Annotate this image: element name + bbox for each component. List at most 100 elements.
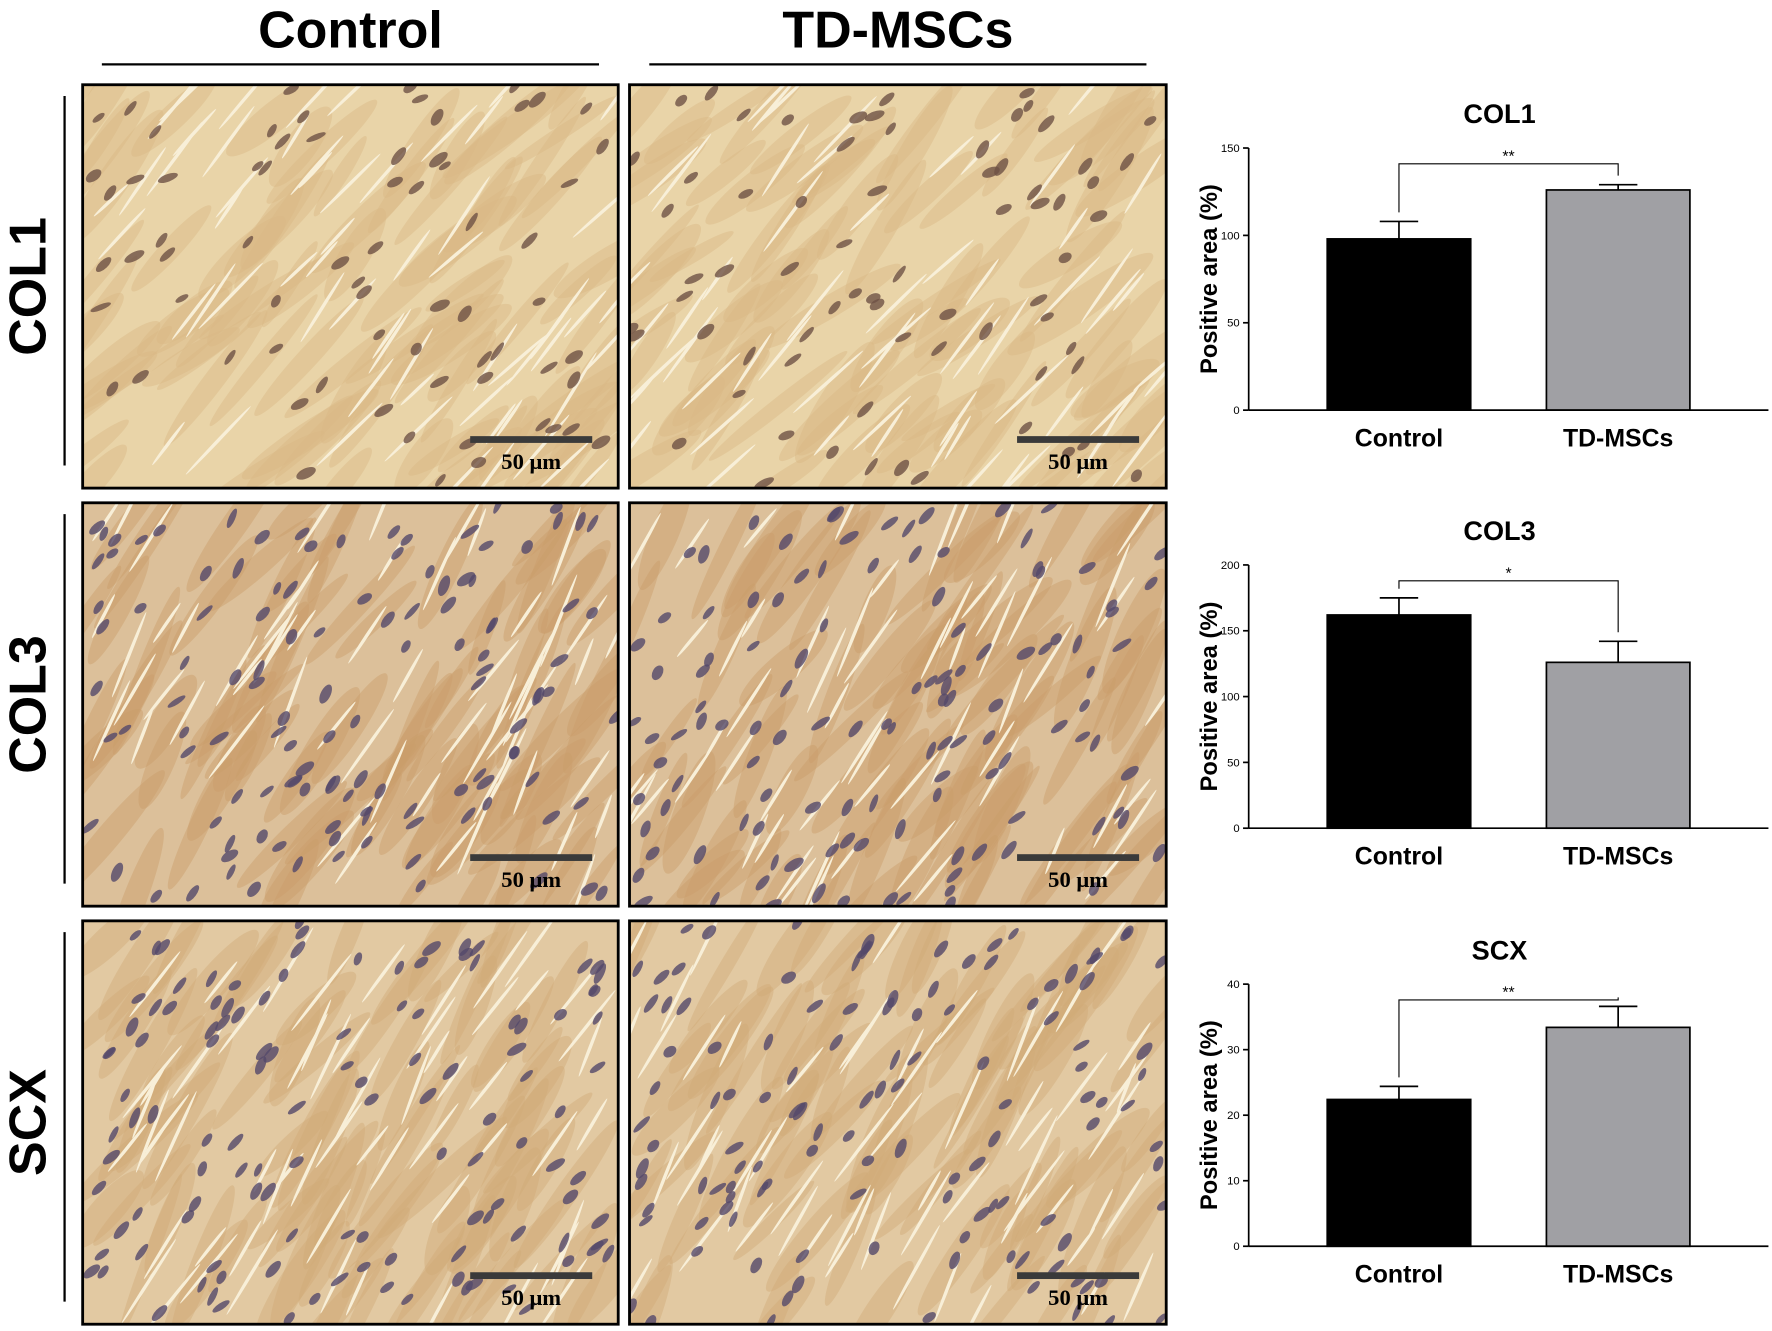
fiber: [223, 169, 334, 278]
fiber: [513, 1120, 619, 1269]
nucleus: [734, 1160, 746, 1174]
nucleus: [894, 819, 906, 840]
fiber: [794, 139, 876, 202]
fiber-gap: [574, 638, 594, 686]
panel-border: [81, 919, 620, 1326]
fiber-gap: [936, 990, 978, 1044]
fiber: [498, 96, 586, 227]
nucleus: [532, 297, 546, 306]
nucleus: [602, 1244, 615, 1263]
fiber-gap: [584, 321, 619, 372]
scale-bar: [1017, 1272, 1140, 1280]
fiber: [327, 920, 372, 985]
fiber: [93, 502, 193, 629]
fiber: [1066, 799, 1167, 907]
nucleus: [315, 376, 328, 394]
nucleus: [528, 91, 546, 108]
fiber-gap: [975, 568, 1018, 637]
nucleus: [849, 111, 868, 124]
fiber: [631, 1067, 720, 1156]
fiber-gap: [198, 262, 263, 330]
fiber: [1046, 1107, 1150, 1209]
nucleus: [403, 802, 418, 820]
fiber: [345, 1128, 386, 1227]
nucleus: [129, 1107, 141, 1129]
nucleus: [795, 195, 808, 208]
y-tick-label: 150: [1221, 626, 1240, 638]
fiber: [629, 116, 712, 201]
fiber: [82, 351, 158, 434]
fiber-gap: [731, 1129, 772, 1196]
nucleus: [103, 185, 117, 201]
fiber: [1069, 502, 1142, 662]
fiber: [1025, 84, 1153, 210]
fiber: [725, 273, 819, 366]
fiber: [724, 502, 822, 610]
fiber-gap: [1006, 996, 1040, 1082]
fiber-gap: [253, 1149, 277, 1193]
fiber-gap: [978, 591, 1016, 679]
nucleus: [83, 1264, 101, 1279]
x-tick-label: Control: [1355, 1261, 1443, 1288]
nucleus: [657, 612, 672, 624]
nucleus: [467, 1152, 484, 1167]
fiber: [265, 533, 337, 612]
nucleus: [577, 958, 593, 974]
fiber: [652, 376, 725, 456]
nucleus: [151, 940, 161, 956]
nucleus: [405, 816, 425, 830]
fiber: [309, 502, 394, 576]
fiber-gap: [940, 302, 995, 374]
nucleus: [155, 232, 168, 248]
nucleus: [698, 1176, 708, 1195]
fiber-gap: [262, 1148, 293, 1225]
fiber-gap: [1101, 1173, 1144, 1240]
fiber-gap: [297, 502, 350, 553]
fiber: [1079, 502, 1155, 586]
fiber: [566, 642, 619, 737]
fiber-gap: [169, 680, 205, 746]
fiber: [721, 532, 775, 618]
nucleus: [387, 525, 401, 539]
fiber: [736, 449, 828, 489]
nucleus: [283, 84, 299, 95]
nucleus: [212, 1300, 230, 1313]
nucleus: [680, 923, 694, 934]
fiber: [417, 502, 484, 630]
nucleus: [342, 789, 354, 803]
nucleus: [558, 1232, 570, 1253]
fiber: [367, 117, 455, 234]
fiber-gap: [1080, 248, 1133, 324]
nucleus: [478, 540, 494, 552]
nucleus: [565, 350, 583, 364]
fiber: [499, 662, 576, 827]
nucleus: [518, 1302, 536, 1315]
nucleus: [1088, 882, 1100, 896]
nucleus: [181, 1210, 195, 1224]
fiber-gap: [629, 333, 700, 402]
bar: [1326, 614, 1472, 830]
fiber: [302, 1122, 366, 1270]
nucleus: [649, 1081, 661, 1095]
fiber: [270, 1184, 341, 1325]
nucleus: [949, 734, 968, 749]
fiber: [867, 641, 941, 774]
fiber-gap: [333, 1057, 381, 1142]
fiber: [1007, 252, 1154, 356]
nucleus: [709, 891, 720, 907]
fiber: [658, 348, 770, 437]
nucleus: [224, 834, 236, 853]
nucleus: [283, 740, 298, 752]
nucleus: [770, 854, 779, 871]
fiber: [458, 519, 568, 650]
nucleus: [987, 938, 1003, 952]
nucleus: [422, 941, 441, 956]
fiber-gap: [945, 1061, 984, 1150]
fiber: [554, 311, 619, 432]
fiber-gap: [1093, 784, 1128, 849]
nucleus: [1122, 925, 1134, 940]
nucleus: [542, 810, 561, 825]
fiber: [468, 757, 601, 875]
fiber-gap: [186, 263, 236, 338]
nucleus: [590, 959, 605, 975]
